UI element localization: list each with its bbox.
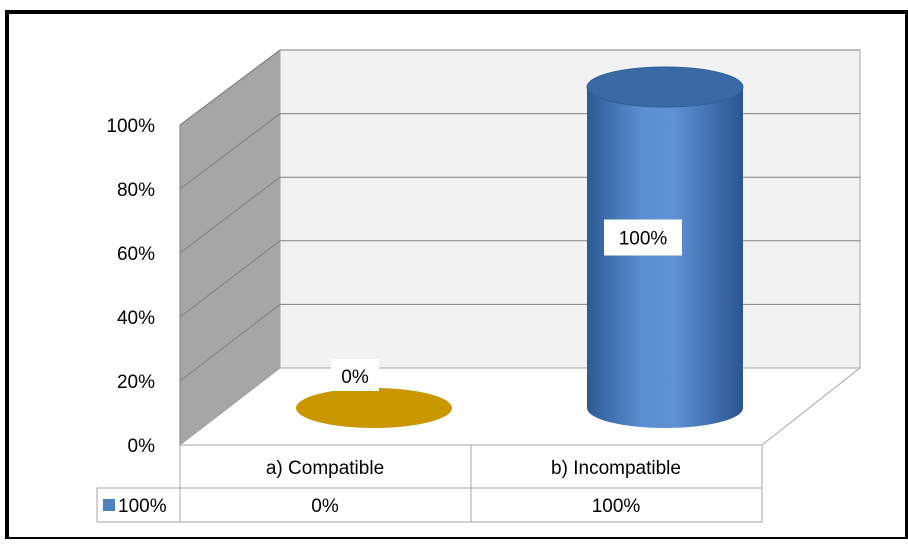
back-wall — [279, 49, 861, 369]
series-name: 100% — [118, 496, 167, 517]
data-label-box — [604, 219, 682, 256]
table-value: 100% — [592, 496, 641, 517]
table-value: 0% — [311, 496, 339, 517]
y-tick-label: 80% — [117, 180, 155, 201]
floor — [178, 367, 862, 446]
gridline-side — [179, 113, 281, 190]
bars — [296, 66, 744, 428]
bar-top — [586, 66, 744, 108]
y-tick-labels: 0% 20% 40% 60% 80% 100% — [106, 116, 155, 457]
gridline-side — [179, 240, 281, 318]
y-tick-label: 40% — [117, 308, 155, 329]
data-label: 0% — [341, 367, 369, 388]
gridlines — [179, 49, 860, 382]
y-tick-label: 60% — [117, 244, 155, 265]
bar — [587, 87, 743, 428]
y-tick-label: 20% — [117, 372, 155, 393]
legend-key — [103, 499, 115, 511]
category-label: a) Compatible — [266, 458, 384, 479]
data-label-box — [331, 359, 379, 391]
data-label: 100% — [619, 229, 668, 250]
y-tick-label: 100% — [106, 116, 155, 137]
category-label: b) Incompatible — [551, 458, 681, 479]
data-labels: 0% 100% — [331, 219, 682, 391]
gridline-side — [179, 176, 281, 254]
gridline-side — [179, 49, 281, 126]
bar — [296, 388, 452, 428]
y-tick-label: 0% — [128, 436, 156, 457]
gridline-side — [179, 304, 281, 382]
data-table: a) Compatible b) Incompatible 100% 0% 10… — [96, 445, 763, 523]
